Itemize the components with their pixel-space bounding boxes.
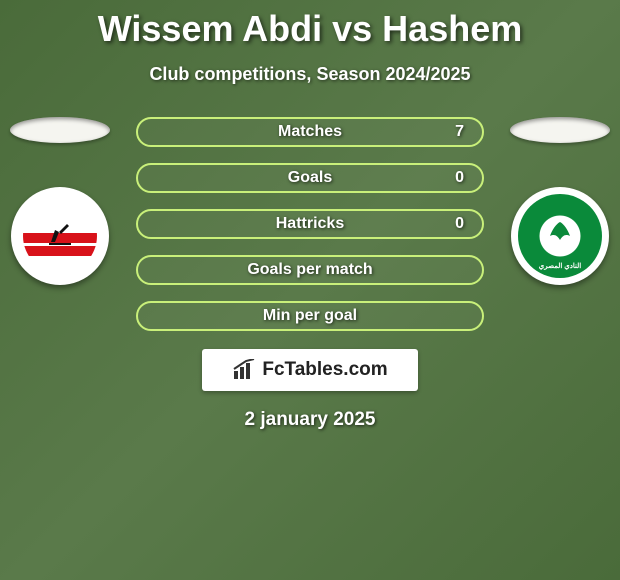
stat-row-goals: Goals 0 — [136, 163, 484, 193]
stat-label: Goals per match — [247, 261, 372, 279]
stat-label: Hattricks — [276, 215, 344, 233]
right-player-column: النادي المصري — [510, 117, 610, 285]
stats-list: Matches 7 Goals 0 Hattricks 0 Goals per … — [136, 117, 484, 331]
stat-value: 7 — [455, 123, 464, 141]
al-masry-badge-icon: النادي المصري — [518, 194, 602, 278]
left-player-column — [10, 117, 110, 285]
page-subtitle: Club competitions, Season 2024/2025 — [0, 64, 620, 85]
bar-chart-icon — [232, 359, 258, 381]
zamalek-badge-icon — [23, 199, 97, 273]
comparison-panel: النادي المصري Matches 7 Goals 0 Hattrick… — [0, 117, 620, 431]
page-title: Wissem Abdi vs Hashem — [0, 0, 620, 50]
stat-row-min-per-goal: Min per goal — [136, 301, 484, 331]
right-player-photo-placeholder — [510, 117, 610, 143]
right-club-logo: النادي المصري — [511, 187, 609, 285]
left-club-logo — [11, 187, 109, 285]
stat-value: 0 — [455, 169, 464, 187]
brand-text: FcTables.com — [262, 359, 387, 381]
stat-label: Min per goal — [263, 307, 357, 325]
brand-badge: FcTables.com — [202, 349, 418, 391]
right-club-caption: النادي المصري — [539, 262, 581, 270]
stat-row-hattricks: Hattricks 0 — [136, 209, 484, 239]
stat-value: 0 — [455, 215, 464, 233]
stat-row-matches: Matches 7 — [136, 117, 484, 147]
snapshot-date: 2 january 2025 — [0, 409, 620, 431]
stat-label: Goals — [288, 169, 332, 187]
stat-label: Matches — [278, 123, 342, 141]
stat-row-goals-per-match: Goals per match — [136, 255, 484, 285]
left-player-photo-placeholder — [10, 117, 110, 143]
